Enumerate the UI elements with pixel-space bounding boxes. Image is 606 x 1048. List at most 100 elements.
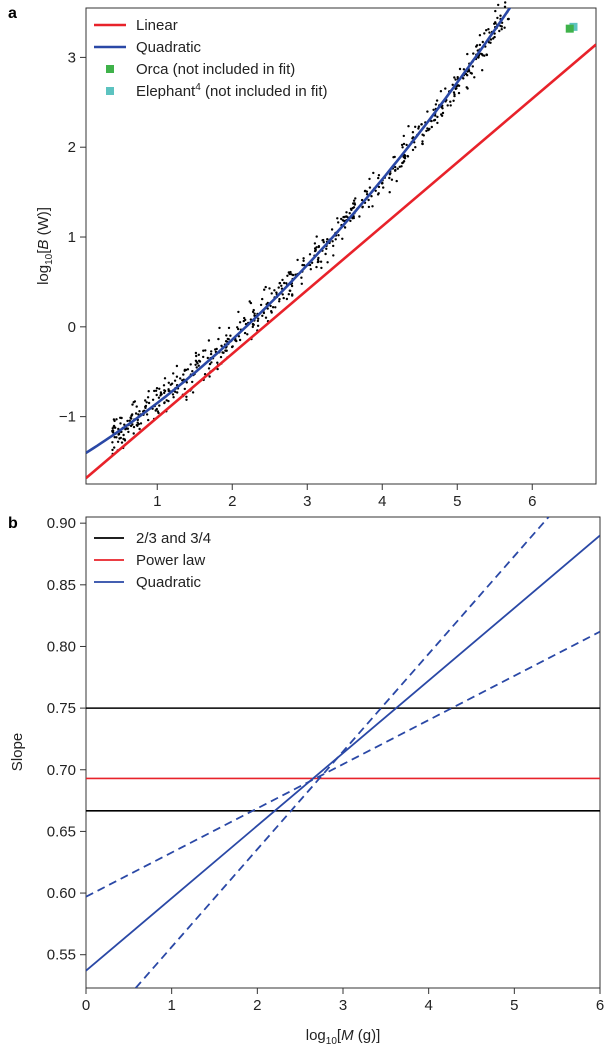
data-point xyxy=(441,107,444,110)
data-point xyxy=(216,367,219,371)
data-point xyxy=(354,197,357,200)
data-point xyxy=(421,142,424,146)
data-point xyxy=(337,221,340,224)
data-point xyxy=(326,238,329,241)
x-tick-label: 3 xyxy=(339,997,347,1014)
data-point xyxy=(365,190,369,193)
data-point xyxy=(209,352,213,356)
x-tick-label: 1 xyxy=(167,997,175,1014)
data-point xyxy=(111,427,114,430)
data-point xyxy=(343,226,347,229)
data-point xyxy=(493,35,496,39)
data-point xyxy=(458,67,462,71)
data-point xyxy=(371,205,374,208)
data-point xyxy=(432,119,436,122)
x-tick-label: 4 xyxy=(378,493,386,510)
data-point xyxy=(345,211,348,214)
data-point xyxy=(360,198,364,202)
data-point xyxy=(302,257,305,260)
data-point xyxy=(411,131,415,134)
data-point xyxy=(341,219,345,222)
data-point xyxy=(138,410,141,413)
quadratic-fit-line xyxy=(86,8,512,454)
data-point xyxy=(432,108,435,112)
data-point xyxy=(497,3,500,7)
data-point xyxy=(400,165,403,168)
data-point xyxy=(128,419,131,422)
data-point xyxy=(322,241,325,244)
data-point xyxy=(251,322,255,326)
data-point xyxy=(191,370,194,373)
data-point xyxy=(381,181,384,185)
data-point xyxy=(147,390,150,393)
data-point xyxy=(487,41,491,44)
data-point xyxy=(300,282,303,285)
data-point xyxy=(465,86,468,89)
data-point xyxy=(132,432,135,435)
data-point xyxy=(389,172,392,175)
data-point xyxy=(500,28,503,31)
data-point xyxy=(218,326,221,330)
data-point xyxy=(336,217,339,220)
data-point xyxy=(185,398,188,401)
data-point xyxy=(281,278,284,282)
orca-point xyxy=(565,24,574,33)
data-point xyxy=(191,391,195,394)
data-point xyxy=(253,312,256,315)
data-point xyxy=(352,202,355,205)
data-point xyxy=(349,219,352,223)
data-point xyxy=(113,436,116,439)
data-point xyxy=(146,396,150,399)
data-point xyxy=(214,348,217,351)
data-point xyxy=(481,69,484,72)
x-tick-label: 1 xyxy=(153,493,161,510)
data-point xyxy=(122,433,125,437)
data-point xyxy=(422,134,425,137)
data-point xyxy=(405,143,408,147)
data-point xyxy=(153,389,156,393)
data-point xyxy=(163,391,166,395)
data-point xyxy=(278,297,281,301)
data-point xyxy=(194,363,197,366)
panel-b-legend: 2/3 and 3/4 Power law Quadratic xyxy=(94,530,211,591)
data-point xyxy=(147,401,151,405)
data-point xyxy=(256,319,260,323)
data-point xyxy=(467,69,471,73)
data-point xyxy=(208,375,211,378)
data-point xyxy=(302,259,305,262)
data-point xyxy=(388,176,391,180)
data-point xyxy=(130,414,133,417)
data-point xyxy=(135,423,138,427)
legend-label: 2/3 and 3/4 xyxy=(136,530,211,547)
data-point xyxy=(138,427,141,431)
data-point xyxy=(420,123,423,126)
data-point xyxy=(498,29,501,33)
data-point xyxy=(134,412,138,415)
data-point xyxy=(196,362,199,365)
data-point xyxy=(271,306,275,309)
data-point xyxy=(472,52,475,55)
data-point xyxy=(332,254,335,257)
data-point xyxy=(315,246,318,249)
data-point xyxy=(499,14,502,17)
data-point xyxy=(426,110,429,113)
data-point xyxy=(407,125,410,128)
data-point xyxy=(176,391,179,394)
data-point xyxy=(440,113,443,116)
data-point xyxy=(453,94,456,98)
data-point xyxy=(202,355,205,359)
data-point xyxy=(270,310,273,313)
data-point xyxy=(145,401,148,404)
data-point xyxy=(315,265,318,269)
data-point xyxy=(370,195,373,198)
data-point xyxy=(352,199,356,202)
data-point xyxy=(144,405,147,408)
panel-b-label: b xyxy=(8,515,18,532)
data-point xyxy=(163,389,167,393)
data-point xyxy=(466,52,469,56)
data-point xyxy=(503,26,506,29)
data-point xyxy=(222,351,225,354)
data-point xyxy=(194,351,198,355)
data-point xyxy=(172,396,175,399)
data-point xyxy=(348,212,351,215)
